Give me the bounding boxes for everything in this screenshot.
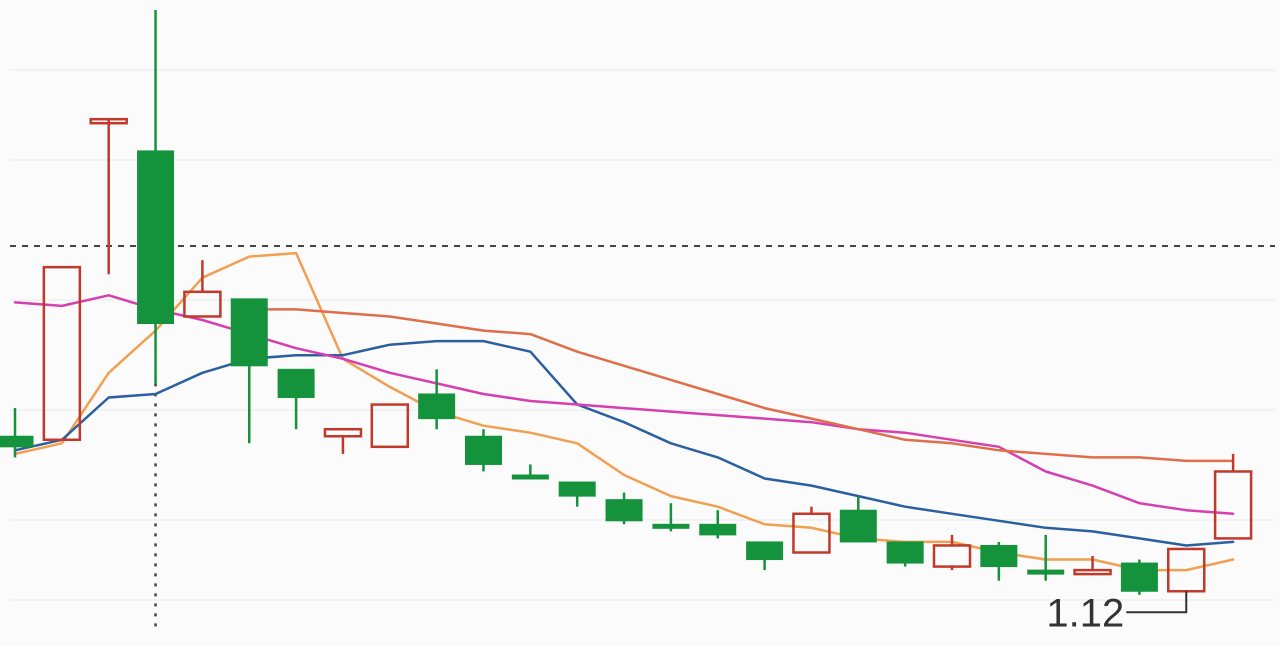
candle-2: [89, 117, 128, 275]
candle-21: [980, 541, 1018, 581]
candle-19: [886, 541, 924, 567]
candle-7: [323, 427, 363, 454]
candle-body-2: [89, 117, 128, 125]
candle-body-20: [932, 544, 972, 568]
candle-body-17: [792, 512, 831, 554]
candle-body-13: [605, 499, 643, 522]
candle-body-22: [1027, 569, 1065, 575]
candle-6: [277, 368, 315, 430]
moving-average-lines: [13, 251, 1235, 572]
candle-8: [370, 403, 410, 449]
candle-1: [42, 265, 82, 442]
candle-body-4: [183, 290, 222, 318]
low-price-label: 1.12: [1046, 591, 1124, 635]
candle-20: [932, 534, 972, 571]
candle-12: [558, 481, 596, 507]
candle-0: [0, 408, 34, 458]
candle-body-14: [652, 523, 690, 529]
candle-body-19: [886, 541, 924, 564]
candle-4: [183, 260, 222, 318]
candle-11: [511, 464, 549, 480]
candles: [0, 10, 1253, 595]
candle-body-6: [277, 368, 315, 398]
candle-body-23: [1073, 568, 1112, 576]
candle-body-26: [1213, 470, 1253, 540]
candle-body-18: [839, 509, 877, 543]
candle-16: [746, 541, 784, 571]
candle-13: [605, 492, 643, 525]
low-price-callout-line: [1126, 591, 1188, 614]
candle-body-15: [699, 523, 737, 536]
low-price-annotation: 1.12: [1046, 591, 1188, 635]
candle-14: [652, 503, 690, 532]
ma20-line: [13, 294, 1235, 516]
candle-body-10: [465, 435, 502, 465]
candle-body-8: [370, 403, 410, 449]
candle-24: [1120, 559, 1158, 595]
candle-18: [839, 496, 877, 543]
candle-body-3: [137, 150, 175, 325]
candle-body-9: [418, 393, 456, 420]
candle-body-12: [558, 481, 596, 497]
candle-23: [1073, 556, 1112, 576]
candle-17: [792, 506, 831, 554]
candle-body-7: [323, 427, 363, 438]
candle-15: [699, 510, 737, 539]
candle-body-16: [746, 541, 784, 561]
candle-body-24: [1120, 562, 1158, 592]
candle-10: [465, 429, 502, 472]
ma10-line: [13, 339, 1235, 547]
candle-26: [1213, 453, 1253, 540]
ma5-line: [13, 251, 1235, 572]
candle-9: [418, 369, 456, 430]
ma30-line: [248, 308, 1235, 463]
candle-22: [1027, 534, 1065, 581]
candle-body-0: [0, 435, 34, 448]
candle-body-11: [511, 474, 549, 480]
candle-body-5: [230, 298, 268, 367]
candle-body-1: [42, 265, 82, 442]
candle-3: [137, 10, 175, 384]
candle-5: [230, 298, 268, 444]
candle-body-21: [980, 544, 1018, 568]
